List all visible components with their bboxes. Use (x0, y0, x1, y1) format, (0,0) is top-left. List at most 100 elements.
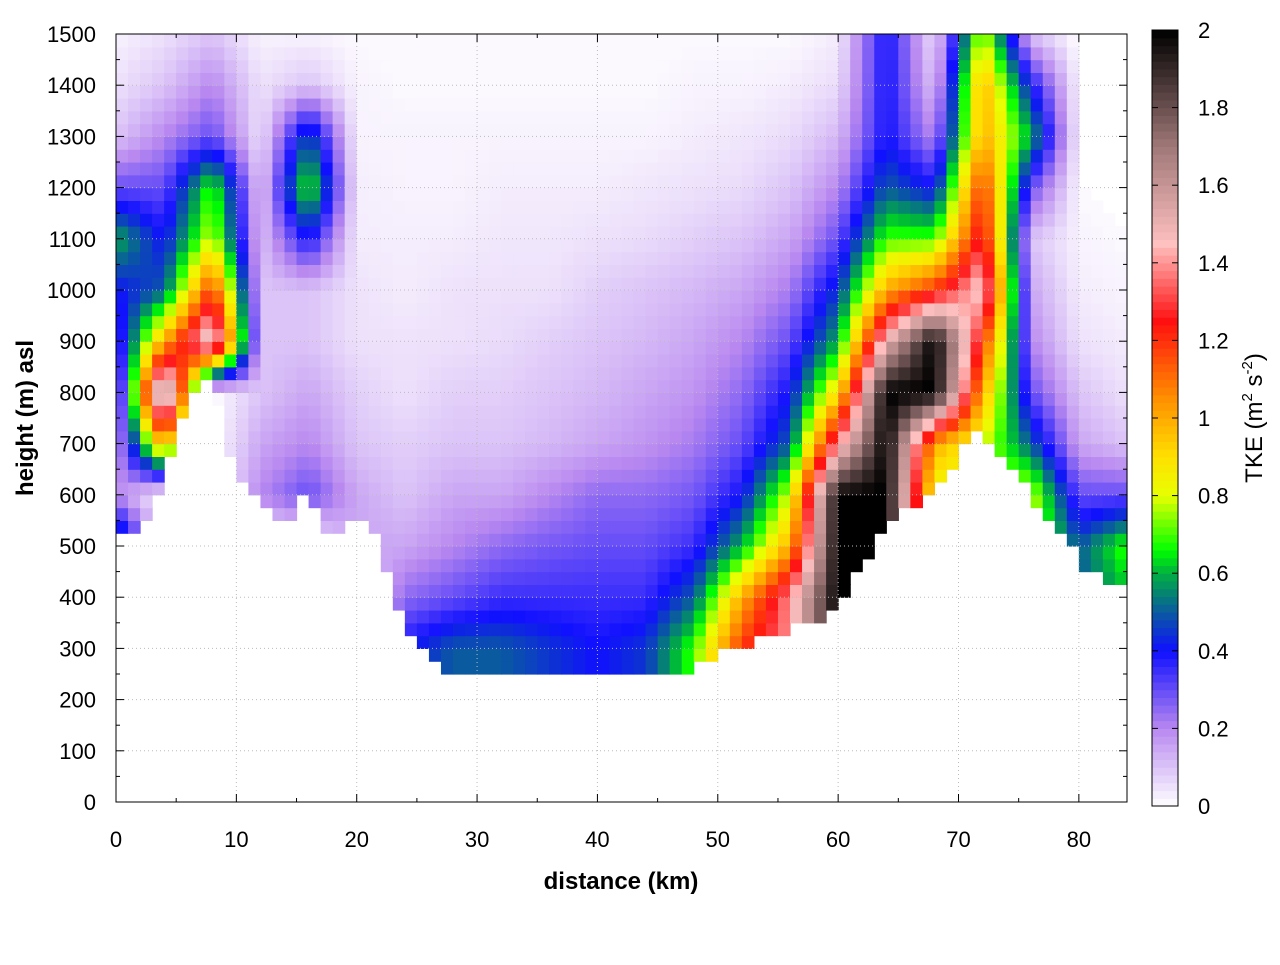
heatmap-cell (416, 238, 430, 253)
heatmap-cell (356, 328, 370, 342)
heatmap-cell (224, 72, 237, 86)
heatmap-cell (874, 366, 887, 381)
heatmap-cell (633, 558, 647, 573)
colorbar-segment (1152, 340, 1178, 349)
heatmap-cell (128, 520, 141, 534)
heatmap-cell (465, 174, 478, 189)
heatmap-cell (729, 533, 743, 547)
colorbar-label-mid: s (1241, 375, 1268, 394)
heatmap-cell (898, 264, 911, 278)
heatmap-cell (597, 648, 611, 662)
heatmap-cell (549, 571, 562, 585)
heatmap-cell (585, 354, 599, 368)
heatmap-cell (705, 290, 719, 304)
heatmap-cell (477, 238, 490, 253)
heatmap-cell (1030, 328, 1044, 342)
heatmap-cell (416, 200, 430, 214)
colorbar-segment (1152, 743, 1178, 753)
heatmap-cell (741, 174, 755, 189)
heatmap-cell (152, 46, 165, 61)
heatmap-cell (368, 238, 382, 253)
heatmap-cell (200, 110, 213, 125)
heatmap-cell (741, 520, 755, 534)
heatmap-cell (537, 482, 550, 496)
heatmap-cell (669, 405, 683, 419)
heatmap-cell (609, 430, 623, 445)
heatmap-cell (645, 571, 659, 585)
heatmap-cell (477, 85, 490, 99)
heatmap-cell (1018, 469, 1032, 483)
heatmap-cell (657, 136, 671, 150)
heatmap-cell (621, 661, 635, 675)
heatmap-cell (910, 110, 923, 125)
heatmap-cell (152, 443, 165, 457)
colorbar-segment (1152, 681, 1178, 691)
heatmap-cell (440, 315, 454, 329)
heatmap-cell (116, 213, 129, 227)
heatmap-cell (416, 341, 430, 355)
y-tick-label: 600 (59, 483, 96, 508)
heatmap-cell (1090, 469, 1104, 483)
heatmap-cell (717, 290, 731, 304)
heatmap-cell (416, 405, 430, 419)
colorbar-tick-label: 1 (1198, 406, 1210, 431)
heatmap-cell (802, 98, 815, 112)
colorbar-segment (1152, 728, 1178, 737)
heatmap-cell (790, 546, 803, 560)
heatmap-cell (453, 174, 466, 189)
heatmap-cell (296, 34, 310, 48)
heatmap-cell (513, 456, 526, 470)
heatmap-cell (440, 635, 454, 649)
heatmap-cell (368, 85, 382, 99)
heatmap-cell (597, 46, 611, 61)
heatmap-cell (958, 302, 972, 317)
heatmap-cell (513, 507, 526, 521)
heatmap-cell (465, 264, 478, 278)
heatmap-cell (477, 136, 490, 150)
colorbar-segment (1152, 123, 1178, 132)
heatmap-cell (368, 494, 382, 509)
heatmap-cell (248, 341, 262, 355)
heatmap-cell (1114, 507, 1128, 521)
heatmap-cell (392, 149, 406, 163)
heatmap-cell (994, 226, 1008, 240)
heatmap-cell (561, 661, 574, 675)
heatmap-cell (958, 418, 972, 432)
heatmap-cell (633, 315, 647, 329)
heatmap-cell (1018, 85, 1032, 99)
heatmap-cell (465, 110, 478, 125)
heatmap-cell (717, 238, 731, 253)
heatmap-cell (874, 238, 887, 253)
heatmap-cell (910, 328, 923, 342)
heatmap-cell (934, 98, 948, 112)
heatmap-cell (970, 187, 984, 201)
heatmap-cell (440, 85, 454, 99)
heatmap-cell (440, 290, 454, 304)
colorbar-segment (1152, 115, 1178, 124)
heatmap-cell (164, 238, 177, 253)
heatmap-cell (609, 328, 623, 342)
heatmap-cell (886, 136, 899, 150)
heatmap-cell (802, 213, 815, 227)
heatmap-cell (284, 136, 298, 150)
heatmap-cell (850, 366, 863, 381)
heatmap-cell (838, 456, 851, 470)
heatmap-cell (128, 354, 141, 368)
heatmap-cell (874, 110, 887, 125)
heatmap-cell (188, 379, 201, 393)
heatmap-cell (537, 328, 550, 342)
heatmap-cell (717, 213, 731, 227)
heatmap-cell (1102, 302, 1116, 317)
heatmap-cell (380, 443, 394, 457)
heatmap-cell (224, 123, 237, 137)
heatmap-cell (453, 123, 466, 137)
heatmap-cell (525, 610, 538, 624)
heatmap-cell (886, 379, 899, 393)
heatmap-cell (561, 123, 574, 137)
colorbar-segment (1152, 208, 1178, 217)
heatmap-cell (260, 328, 274, 342)
colorbar-segment (1152, 138, 1178, 147)
heatmap-cell (838, 341, 851, 355)
heatmap-cell (416, 635, 430, 649)
heatmap-cell (573, 110, 586, 125)
